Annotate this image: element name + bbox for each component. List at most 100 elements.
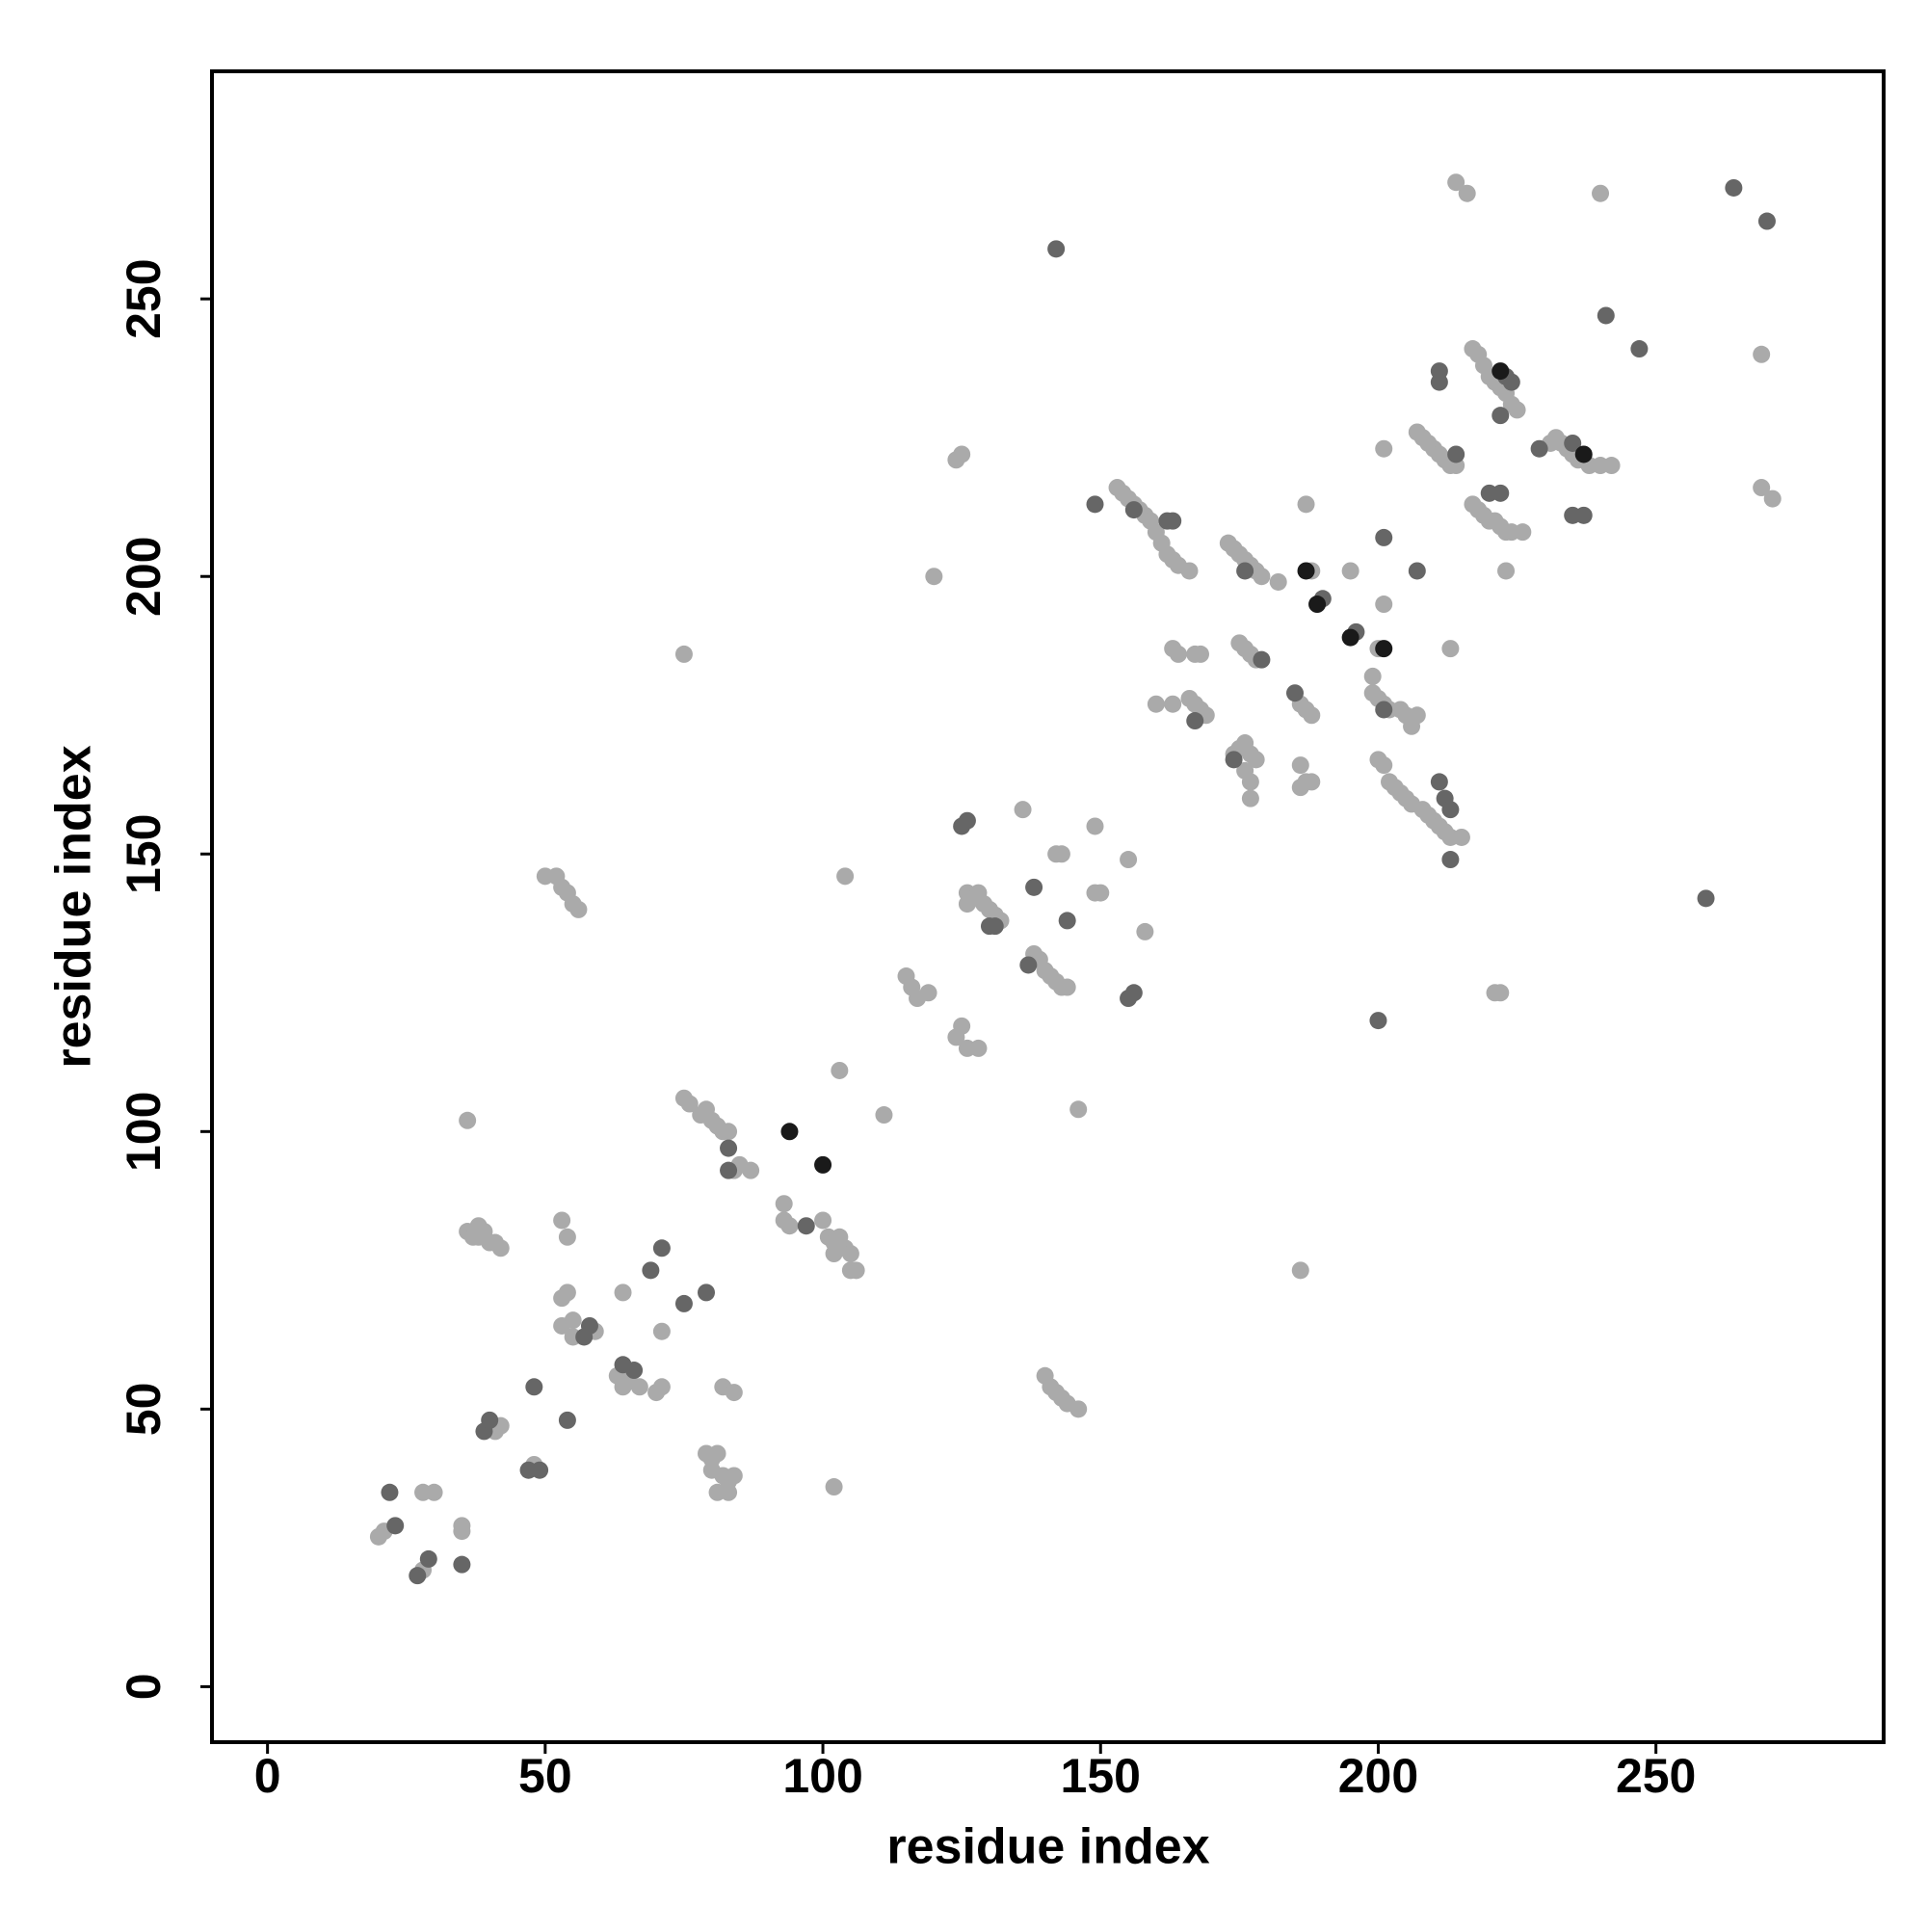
point bbox=[1597, 306, 1615, 325]
point bbox=[680, 1095, 699, 1113]
point bbox=[1169, 645, 1187, 663]
point bbox=[814, 1155, 832, 1174]
point bbox=[875, 1106, 893, 1125]
point bbox=[614, 1356, 632, 1374]
point bbox=[1241, 789, 1259, 807]
point bbox=[825, 1478, 843, 1496]
y-tick-label: 150 bbox=[117, 814, 171, 894]
point bbox=[1497, 562, 1516, 580]
point bbox=[1447, 173, 1465, 192]
y-tick-label: 100 bbox=[117, 1092, 171, 1172]
point bbox=[1574, 506, 1593, 524]
y-tick-label: 250 bbox=[117, 258, 171, 338]
point bbox=[720, 1161, 738, 1179]
point bbox=[614, 1284, 632, 1302]
x-tick-label: 0 bbox=[254, 1749, 281, 1803]
x-tick-label: 50 bbox=[518, 1749, 572, 1803]
point bbox=[720, 1139, 738, 1157]
point bbox=[1069, 1400, 1088, 1418]
point bbox=[1291, 756, 1309, 775]
x-tick-label: 200 bbox=[1338, 1749, 1418, 1803]
point bbox=[1408, 562, 1426, 580]
point bbox=[720, 1123, 738, 1141]
point bbox=[1441, 640, 1460, 658]
point bbox=[1186, 712, 1204, 730]
point bbox=[814, 1211, 832, 1230]
point bbox=[453, 1522, 471, 1541]
point bbox=[831, 1061, 849, 1079]
point bbox=[674, 645, 693, 663]
point bbox=[986, 917, 1004, 936]
point bbox=[1164, 695, 1182, 713]
point bbox=[1253, 650, 1271, 669]
point bbox=[553, 1316, 571, 1335]
x-axis-title: residue index bbox=[886, 1819, 1209, 1875]
point bbox=[1491, 484, 1510, 502]
point bbox=[1236, 562, 1254, 580]
point bbox=[1763, 490, 1782, 508]
point bbox=[1363, 667, 1382, 685]
point bbox=[652, 1322, 671, 1340]
point bbox=[1375, 528, 1393, 546]
point bbox=[1375, 439, 1393, 458]
point bbox=[553, 1211, 571, 1230]
point bbox=[1120, 851, 1138, 869]
point bbox=[1725, 178, 1743, 197]
point bbox=[919, 984, 937, 1002]
point bbox=[1502, 373, 1520, 391]
point bbox=[580, 1316, 598, 1335]
point bbox=[652, 1239, 671, 1257]
point bbox=[1014, 801, 1032, 819]
point bbox=[1086, 884, 1104, 902]
point bbox=[1136, 922, 1154, 940]
point bbox=[1124, 984, 1143, 1002]
point bbox=[841, 1245, 859, 1263]
point bbox=[725, 1384, 743, 1402]
point bbox=[386, 1517, 405, 1535]
point bbox=[630, 1378, 648, 1396]
point bbox=[1291, 1261, 1309, 1280]
point bbox=[1269, 572, 1287, 591]
point bbox=[1147, 695, 1165, 713]
point bbox=[1491, 362, 1510, 381]
x-tick-label: 100 bbox=[782, 1749, 862, 1803]
point bbox=[1058, 978, 1076, 996]
point bbox=[1086, 495, 1104, 514]
x-tick-label: 150 bbox=[1061, 1749, 1141, 1803]
point bbox=[1408, 706, 1426, 725]
point bbox=[836, 867, 855, 886]
point bbox=[1286, 684, 1305, 702]
point bbox=[1341, 628, 1359, 647]
point bbox=[1058, 912, 1076, 930]
y-tick-label: 200 bbox=[117, 537, 171, 617]
point bbox=[459, 1111, 477, 1129]
point bbox=[1430, 773, 1448, 791]
point bbox=[1025, 878, 1043, 896]
point bbox=[1514, 523, 1532, 542]
point bbox=[1303, 706, 1321, 725]
point bbox=[1241, 773, 1259, 791]
point bbox=[825, 1245, 843, 1263]
point bbox=[531, 1461, 549, 1479]
point bbox=[720, 1483, 738, 1501]
x-tick-label: 250 bbox=[1616, 1749, 1696, 1803]
point bbox=[1574, 445, 1593, 463]
point bbox=[1452, 828, 1470, 846]
point bbox=[1369, 1012, 1387, 1030]
point bbox=[642, 1261, 660, 1280]
point bbox=[481, 1411, 499, 1429]
point bbox=[558, 1228, 576, 1246]
point bbox=[775, 1195, 793, 1213]
point bbox=[1247, 751, 1265, 769]
point bbox=[425, 1483, 443, 1501]
point bbox=[958, 895, 976, 913]
point bbox=[925, 568, 943, 586]
point bbox=[1491, 407, 1510, 425]
point bbox=[1753, 479, 1771, 497]
point bbox=[1447, 445, 1465, 463]
point bbox=[1297, 495, 1315, 514]
point bbox=[1192, 645, 1210, 663]
point bbox=[1458, 184, 1476, 202]
